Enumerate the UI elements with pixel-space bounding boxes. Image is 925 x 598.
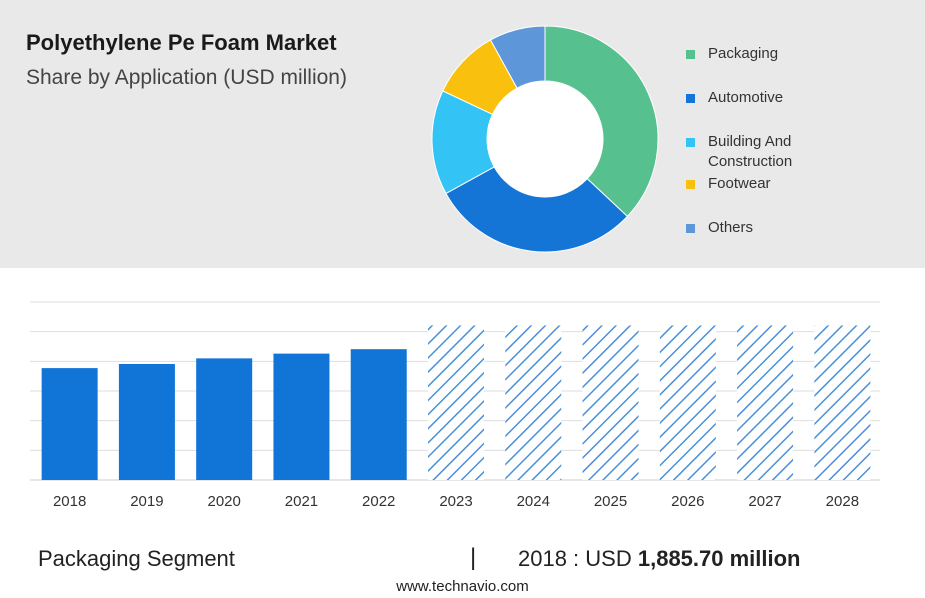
legend-swatch-building [686, 138, 695, 147]
bar-2024 [505, 325, 562, 480]
legend-swatch-packaging [686, 50, 695, 59]
bar-2028 [814, 325, 871, 480]
x-tick-label-2019: 2019 [130, 493, 163, 510]
legend-swatch-others [686, 224, 695, 233]
bar-2026 [659, 325, 716, 480]
legend-item-packaging: Packaging [686, 44, 838, 64]
bar-2027 [737, 325, 794, 480]
donut-chart [431, 25, 659, 253]
source-url[interactable]: www.technavio.com [396, 578, 529, 595]
legend-swatch-automotive [686, 94, 695, 103]
x-tick-label-2023: 2023 [439, 493, 472, 510]
bar-2022 [350, 349, 407, 480]
bar-chart: 2018 2019 2020 2021 2022 2023 2024 2025 2026 2027… [30, 301, 880, 510]
x-tick-label-2020: 2020 [207, 493, 240, 510]
legend-label-automotive: Automotive [708, 89, 784, 106]
bar-2025 [582, 325, 639, 480]
footer-value-prefix: 2018 : USD [518, 546, 632, 571]
x-tick-label-2026: 2026 [671, 493, 704, 510]
legend-item-automotive: Automotive [686, 88, 838, 108]
donut-hole [487, 81, 603, 197]
bar-2019 [118, 364, 175, 480]
x-tick-label-2024: 2024 [517, 493, 550, 510]
x-tick-label-2018: 2018 [53, 493, 86, 510]
legend-label-others: Others [708, 219, 754, 236]
legend-label-packaging: Packaging [708, 45, 779, 62]
x-tick-label-2022: 2022 [362, 493, 395, 510]
bar-2020 [196, 358, 253, 480]
footer-divider: | [470, 544, 477, 571]
footer-value-amount: 1,885.70 million [637, 546, 801, 571]
legend-swatch-footwear [686, 180, 695, 189]
chart-subtitle: Share by Application (USD million) [26, 66, 347, 89]
chart-title: Polyethylene Pe Foam Market [26, 30, 337, 55]
footer-segment-label: Packaging Segment [38, 546, 235, 571]
legend-label-building: Building And Construction [708, 133, 793, 170]
x-tick-label-2025: 2025 [594, 493, 627, 510]
x-tick-label-2027: 2027 [748, 493, 781, 510]
bar-2018 [41, 368, 98, 480]
legend-label-footwear: Footwear [708, 175, 771, 192]
bar-2021 [273, 353, 330, 480]
legend-item-others: Others [686, 218, 838, 238]
legend-item-building: Building And Construction [686, 132, 838, 172]
bar-2023 [428, 325, 484, 480]
x-tick-label-2028: 2028 [826, 493, 859, 510]
legend-item-footwear: Footwear [686, 174, 838, 194]
footer-value: 2018 : USD 1,885.70 million [518, 546, 801, 572]
x-tick-label-2021: 2021 [285, 493, 318, 510]
